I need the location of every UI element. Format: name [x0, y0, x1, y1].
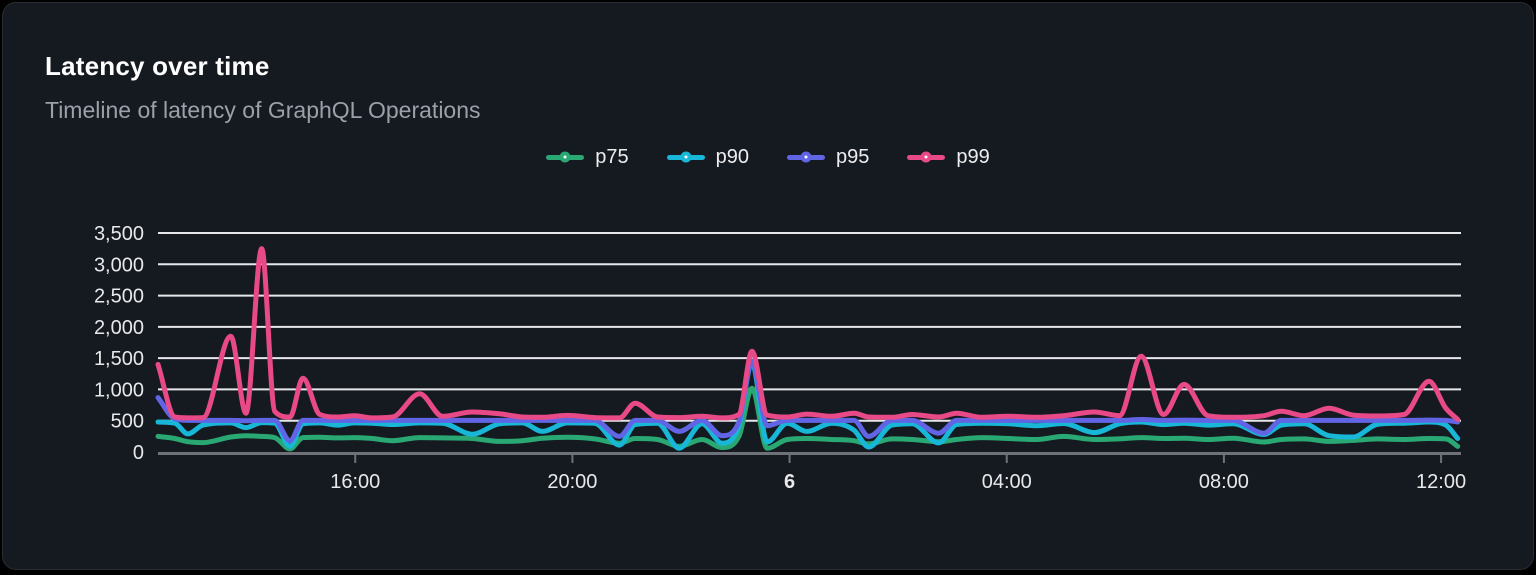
y-tick-label: 1,500: [94, 348, 144, 370]
series-line-p99: [158, 249, 1458, 420]
x-tick-label: 08:00: [1199, 471, 1249, 493]
x-tick-label: 04:00: [982, 471, 1032, 493]
x-tick-label: 6: [784, 471, 795, 493]
x-tick-label: 12:00: [1416, 471, 1466, 493]
y-tick-label: 3,000: [94, 254, 144, 276]
x-tick-label: 20:00: [547, 471, 597, 493]
series-line-p95: [158, 361, 1458, 440]
y-tick-label: 3,500: [94, 223, 144, 245]
latency-line-chart[interactable]: 0 500 1,000 1,500 2,000 2,500 3,000 3,500 16:00 2…: [3, 3, 1536, 575]
y-tick-label: 2,500: [94, 286, 144, 308]
y-tick-label: 500: [111, 411, 144, 433]
y-tick-label: 2,000: [94, 317, 144, 339]
x-tick-label: 16:00: [330, 471, 380, 493]
y-tick-label: 1,000: [94, 379, 144, 401]
y-tick-label: 0: [133, 442, 144, 464]
